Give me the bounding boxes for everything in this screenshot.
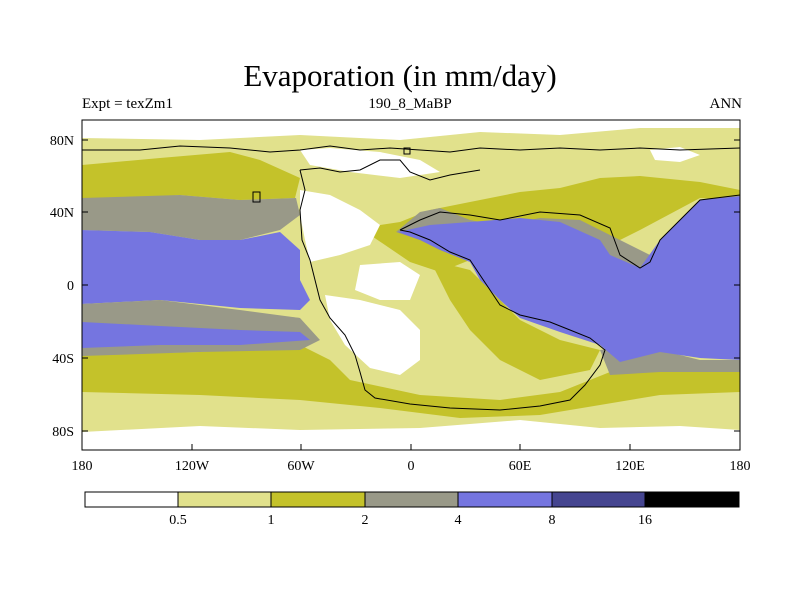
experiment-label: Expt = texZm1 (82, 96, 173, 112)
arctic-land-white (300, 148, 440, 178)
colorbar-box-4-8 (457, 491, 553, 508)
island-coast (252, 191, 261, 203)
age-label: 190_8_MaBP (368, 96, 452, 112)
y-tick-40n: 40N (50, 206, 74, 221)
colorbar-label-4: 4 (455, 513, 462, 528)
colorbar-labels: 0.5 1 2 4 8 16 (169, 513, 652, 528)
laurasia-white-west (300, 190, 380, 262)
colorbar-label-16: 16 (638, 513, 652, 528)
x-tick-120e: 120E (615, 459, 645, 474)
y-tick-labels: 80N 40N 0 40S 80S (50, 134, 74, 440)
africa-margin-band (430, 260, 600, 380)
east-land-white (650, 147, 700, 162)
coastlines (82, 145, 740, 411)
colorbar-label-2: 2 (362, 513, 369, 528)
north-pacific-grey (82, 195, 300, 240)
pacific-equatorial-grey (82, 300, 300, 330)
north-pacific-band (82, 152, 300, 200)
y-tick-0: 0 (67, 279, 74, 294)
arctic-low-evap (82, 120, 740, 140)
map-title: Evaporation (in mm/day) (243, 58, 557, 93)
north-africa-white (355, 262, 420, 300)
panthalassa-north-blue (82, 230, 310, 310)
x-tick-60e: 60E (509, 459, 532, 474)
colorbar-box-0.5-1 (177, 491, 272, 508)
antarctic-low-evap (82, 420, 740, 450)
southern-ocean-band (82, 345, 740, 418)
y-tick-80n: 80N (50, 134, 74, 149)
colorbar-box-8-16 (551, 491, 646, 508)
y-tick-80s: 80S (52, 425, 74, 440)
x-tick-180-left: 180 (72, 459, 93, 474)
panthalassa-south-blue (82, 322, 310, 348)
colorbar-label-0.5: 0.5 (169, 513, 187, 528)
axis-ticks (81, 139, 741, 450)
x-tick-60w: 60W (287, 459, 315, 474)
season-label: ANN (709, 96, 743, 112)
colorbar-label-1: 1 (268, 513, 275, 528)
colorbar-box-1-2 (270, 491, 366, 508)
island-coast-2 (403, 147, 411, 155)
x-tick-labels: 180 120W 60W 0 60E 120E 180 (72, 459, 751, 474)
gondwana-white (325, 295, 420, 375)
tethys-blue (398, 196, 740, 362)
arctic-coastline (82, 145, 740, 153)
pangaea-west-coast (299, 169, 606, 411)
colorbar-box-gt-16 (644, 491, 740, 508)
colorbar (84, 491, 740, 508)
colorbar-label-8: 8 (549, 513, 556, 528)
x-tick-0: 0 (408, 459, 415, 474)
x-tick-180-right: 180 (730, 459, 751, 474)
tethys-coastline (399, 194, 740, 269)
evaporation-field (82, 120, 740, 450)
y-tick-40s: 40S (52, 352, 74, 367)
north-coastline (299, 159, 481, 181)
x-tick-120w: 120W (175, 459, 210, 474)
colorbar-box-2-4 (364, 491, 459, 508)
colorbar-box-lt-0.5 (84, 491, 179, 508)
